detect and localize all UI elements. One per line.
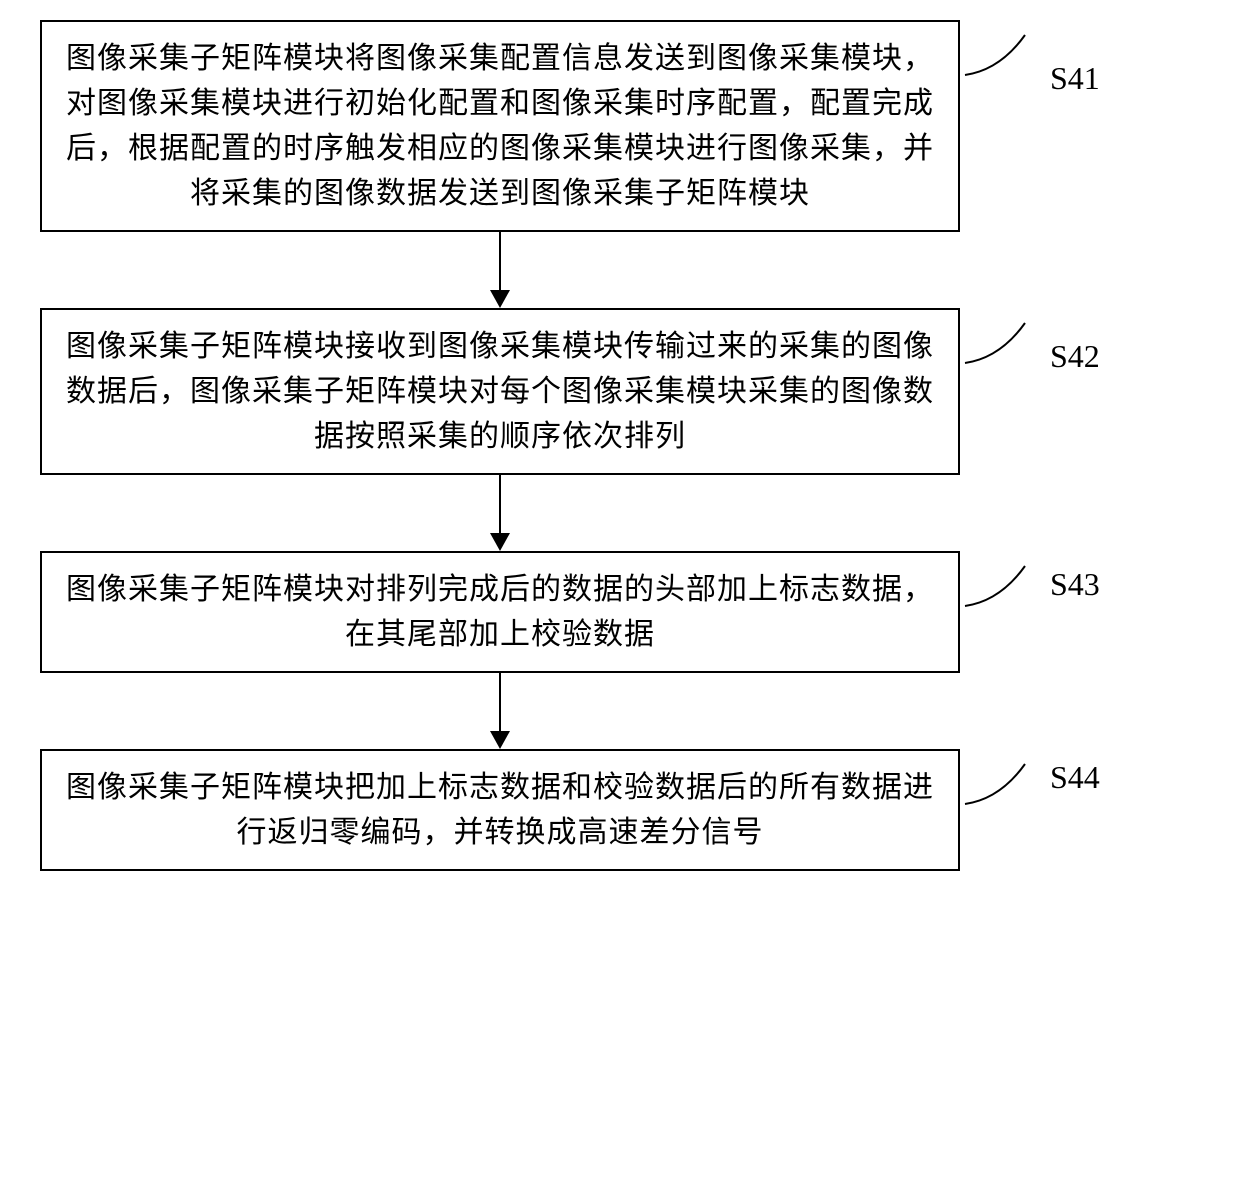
flow-connector [490, 673, 510, 749]
chevron-down-icon [490, 533, 510, 551]
flow-step-box-s41: 图像采集子矩阵模块将图像采集配置信息发送到图像采集模块，对图像采集模块进行初始化… [40, 20, 960, 232]
label-connector-s43 [960, 551, 1050, 621]
label-connector-s44 [960, 749, 1050, 819]
flow-step-label-s43: S43 [1050, 566, 1100, 603]
chevron-down-icon [490, 290, 510, 308]
flow-step-box-s44: 图像采集子矩阵模块把加上标志数据和校验数据后的所有数据进行返归零编码，并转换成高… [40, 749, 960, 871]
flow-step-row: 图像采集子矩阵模块把加上标志数据和校验数据后的所有数据进行返归零编码，并转换成高… [40, 749, 1200, 871]
label-connector-s42 [960, 308, 1050, 378]
flow-step-row: 图像采集子矩阵模块接收到图像采集模块传输过来的采集的图像数据后，图像采集子矩阵模… [40, 308, 1200, 475]
flow-step-row: 图像采集子矩阵模块对排列完成后的数据的头部加上标志数据，在其尾部加上校验数据 S… [40, 551, 1200, 673]
connector-line [499, 673, 501, 731]
connector-line [499, 232, 501, 290]
flowchart-container: 图像采集子矩阵模块将图像采集配置信息发送到图像采集模块，对图像采集模块进行初始化… [40, 20, 1200, 871]
flow-step-label-s41: S41 [1050, 60, 1100, 97]
flow-step-label-s44: S44 [1050, 759, 1100, 796]
flow-step-box-s43: 图像采集子矩阵模块对排列完成后的数据的头部加上标志数据，在其尾部加上校验数据 [40, 551, 960, 673]
connector-line [499, 475, 501, 533]
flow-step-row: 图像采集子矩阵模块将图像采集配置信息发送到图像采集模块，对图像采集模块进行初始化… [40, 20, 1200, 232]
flow-step-box-s42: 图像采集子矩阵模块接收到图像采集模块传输过来的采集的图像数据后，图像采集子矩阵模… [40, 308, 960, 475]
flow-connector [490, 475, 510, 551]
label-connector-s41 [960, 20, 1050, 90]
flow-connector [490, 232, 510, 308]
flow-step-label-s42: S42 [1050, 338, 1100, 375]
chevron-down-icon [490, 731, 510, 749]
